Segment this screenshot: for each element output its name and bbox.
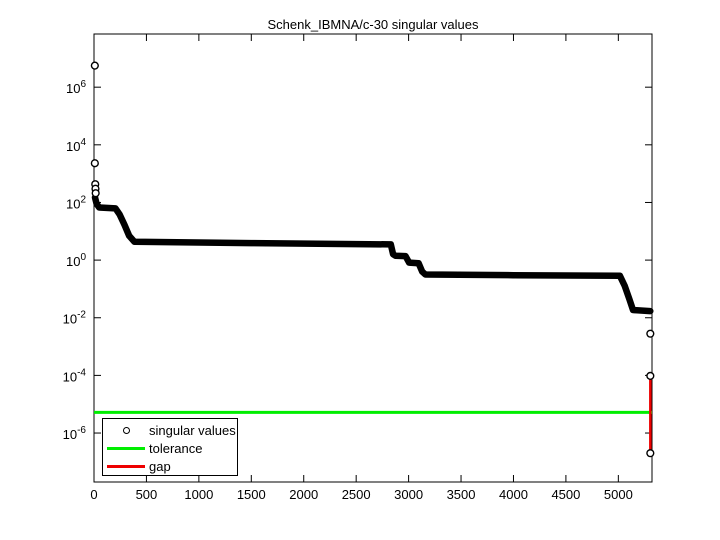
- y-tick-label: 10-4: [63, 367, 87, 384]
- x-tick-label: 5000: [604, 487, 633, 502]
- x-tick-label: 1000: [184, 487, 213, 502]
- legend-item-gap: gap: [103, 457, 237, 475]
- chart-title: Schenk_IBMNA/c-30 singular values: [267, 17, 479, 32]
- legend: singular values tolerance gap: [102, 418, 238, 476]
- singular-value-marker: [646, 449, 655, 458]
- x-tick-label: 3000: [394, 487, 423, 502]
- y-tick-label: 10-6: [63, 425, 87, 442]
- legend-label-tolerance: tolerance: [149, 440, 203, 456]
- y-tick-label: 100: [66, 252, 86, 269]
- singular-value-marker: [90, 61, 99, 70]
- y-tick-label: 104: [66, 137, 86, 154]
- legend-label-gap: gap: [149, 458, 171, 474]
- singular-value-marker: [91, 189, 100, 198]
- legend-sample-gap: [107, 464, 145, 468]
- plot-box: [93, 33, 653, 483]
- singular-value-marker: [90, 159, 99, 168]
- legend-item-tolerance: tolerance: [103, 439, 237, 457]
- x-tick-label: 0: [90, 487, 97, 502]
- x-tick-label: 500: [136, 487, 158, 502]
- x-tick-label: 4000: [499, 487, 528, 502]
- x-tick-label: 4500: [551, 487, 580, 502]
- x-tick-label: 3500: [447, 487, 476, 502]
- legend-item-singular-values: singular values: [103, 421, 237, 439]
- singular-value-marker: [646, 329, 655, 338]
- y-tick-label: 10-2: [63, 310, 87, 327]
- y-tick-label: 106: [66, 79, 86, 96]
- x-tick-label: 1500: [237, 487, 266, 502]
- gap-line-icon: [103, 464, 149, 468]
- legend-sample-tolerance: [107, 446, 145, 450]
- circle-marker-icon: [122, 426, 130, 434]
- y-tick-label: 102: [66, 194, 86, 211]
- singular-value-marker: [646, 371, 655, 381]
- x-tick-label: 2000: [289, 487, 318, 502]
- legend-label-singular-values: singular values: [149, 422, 236, 438]
- singular-values-curve: [91, 194, 654, 315]
- x-tick-label: 2500: [342, 487, 371, 502]
- tolerance-line-icon: [103, 446, 149, 450]
- singular-values-marker-icon: [103, 426, 149, 434]
